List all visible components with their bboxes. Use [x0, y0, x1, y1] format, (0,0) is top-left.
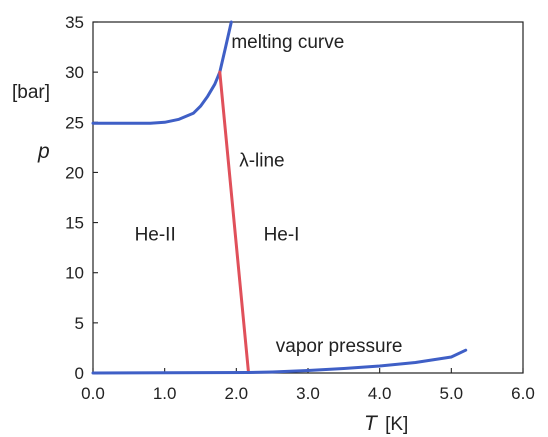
x-axis-variable-label: T	[364, 412, 379, 435]
y-axis-variable-label: p	[37, 140, 50, 163]
x-tick-label: 4.0	[368, 384, 392, 403]
x-axis-label: T [K]	[364, 412, 408, 435]
y-tick-label: 5	[75, 314, 84, 333]
x-tick-label: 6.0	[511, 384, 535, 403]
x-tick-label: 2.0	[225, 384, 249, 403]
he_i-annotation: He-I	[264, 225, 300, 246]
he_ii-annotation: He-II	[135, 225, 176, 246]
y-tick-label: 15	[65, 214, 84, 233]
y-tick-label: 20	[65, 163, 84, 182]
x-tick-label: 5.0	[440, 384, 464, 403]
melting_curve-annotation: melting curve	[231, 32, 344, 53]
y-tick-label: 10	[65, 264, 84, 283]
vapor-series-line	[91, 348, 468, 375]
series-lines	[91, 20, 468, 375]
y-tick-label: 35	[65, 13, 84, 32]
plot-frame	[92, 21, 524, 374]
x-axis-unit-label: [K]	[385, 414, 408, 435]
x-tick-label: 3.0	[296, 384, 320, 403]
lambda_line-annotation: λ-line	[239, 150, 284, 171]
melting-series-line	[91, 20, 233, 125]
annotations: melting curve λ-line He-II He-I vapor pressu…	[135, 32, 403, 357]
y-tick-label: 0	[75, 364, 84, 383]
axis-ticks: 0.0 1.0 2.0 3.0 4.0 5.0 6.0 0 5 10 15 20 25 30 35	[65, 13, 535, 403]
y-axis-unit-label: [bar]	[12, 82, 50, 103]
x-tick-label: 1.0	[153, 384, 177, 403]
x-tick-label: 0.0	[81, 384, 105, 403]
y-tick-label: 30	[65, 63, 84, 82]
vapor_pressure-annotation: vapor pressure	[276, 336, 403, 357]
lambda-series-line	[218, 70, 250, 374]
y-tick-label: 25	[65, 113, 84, 132]
